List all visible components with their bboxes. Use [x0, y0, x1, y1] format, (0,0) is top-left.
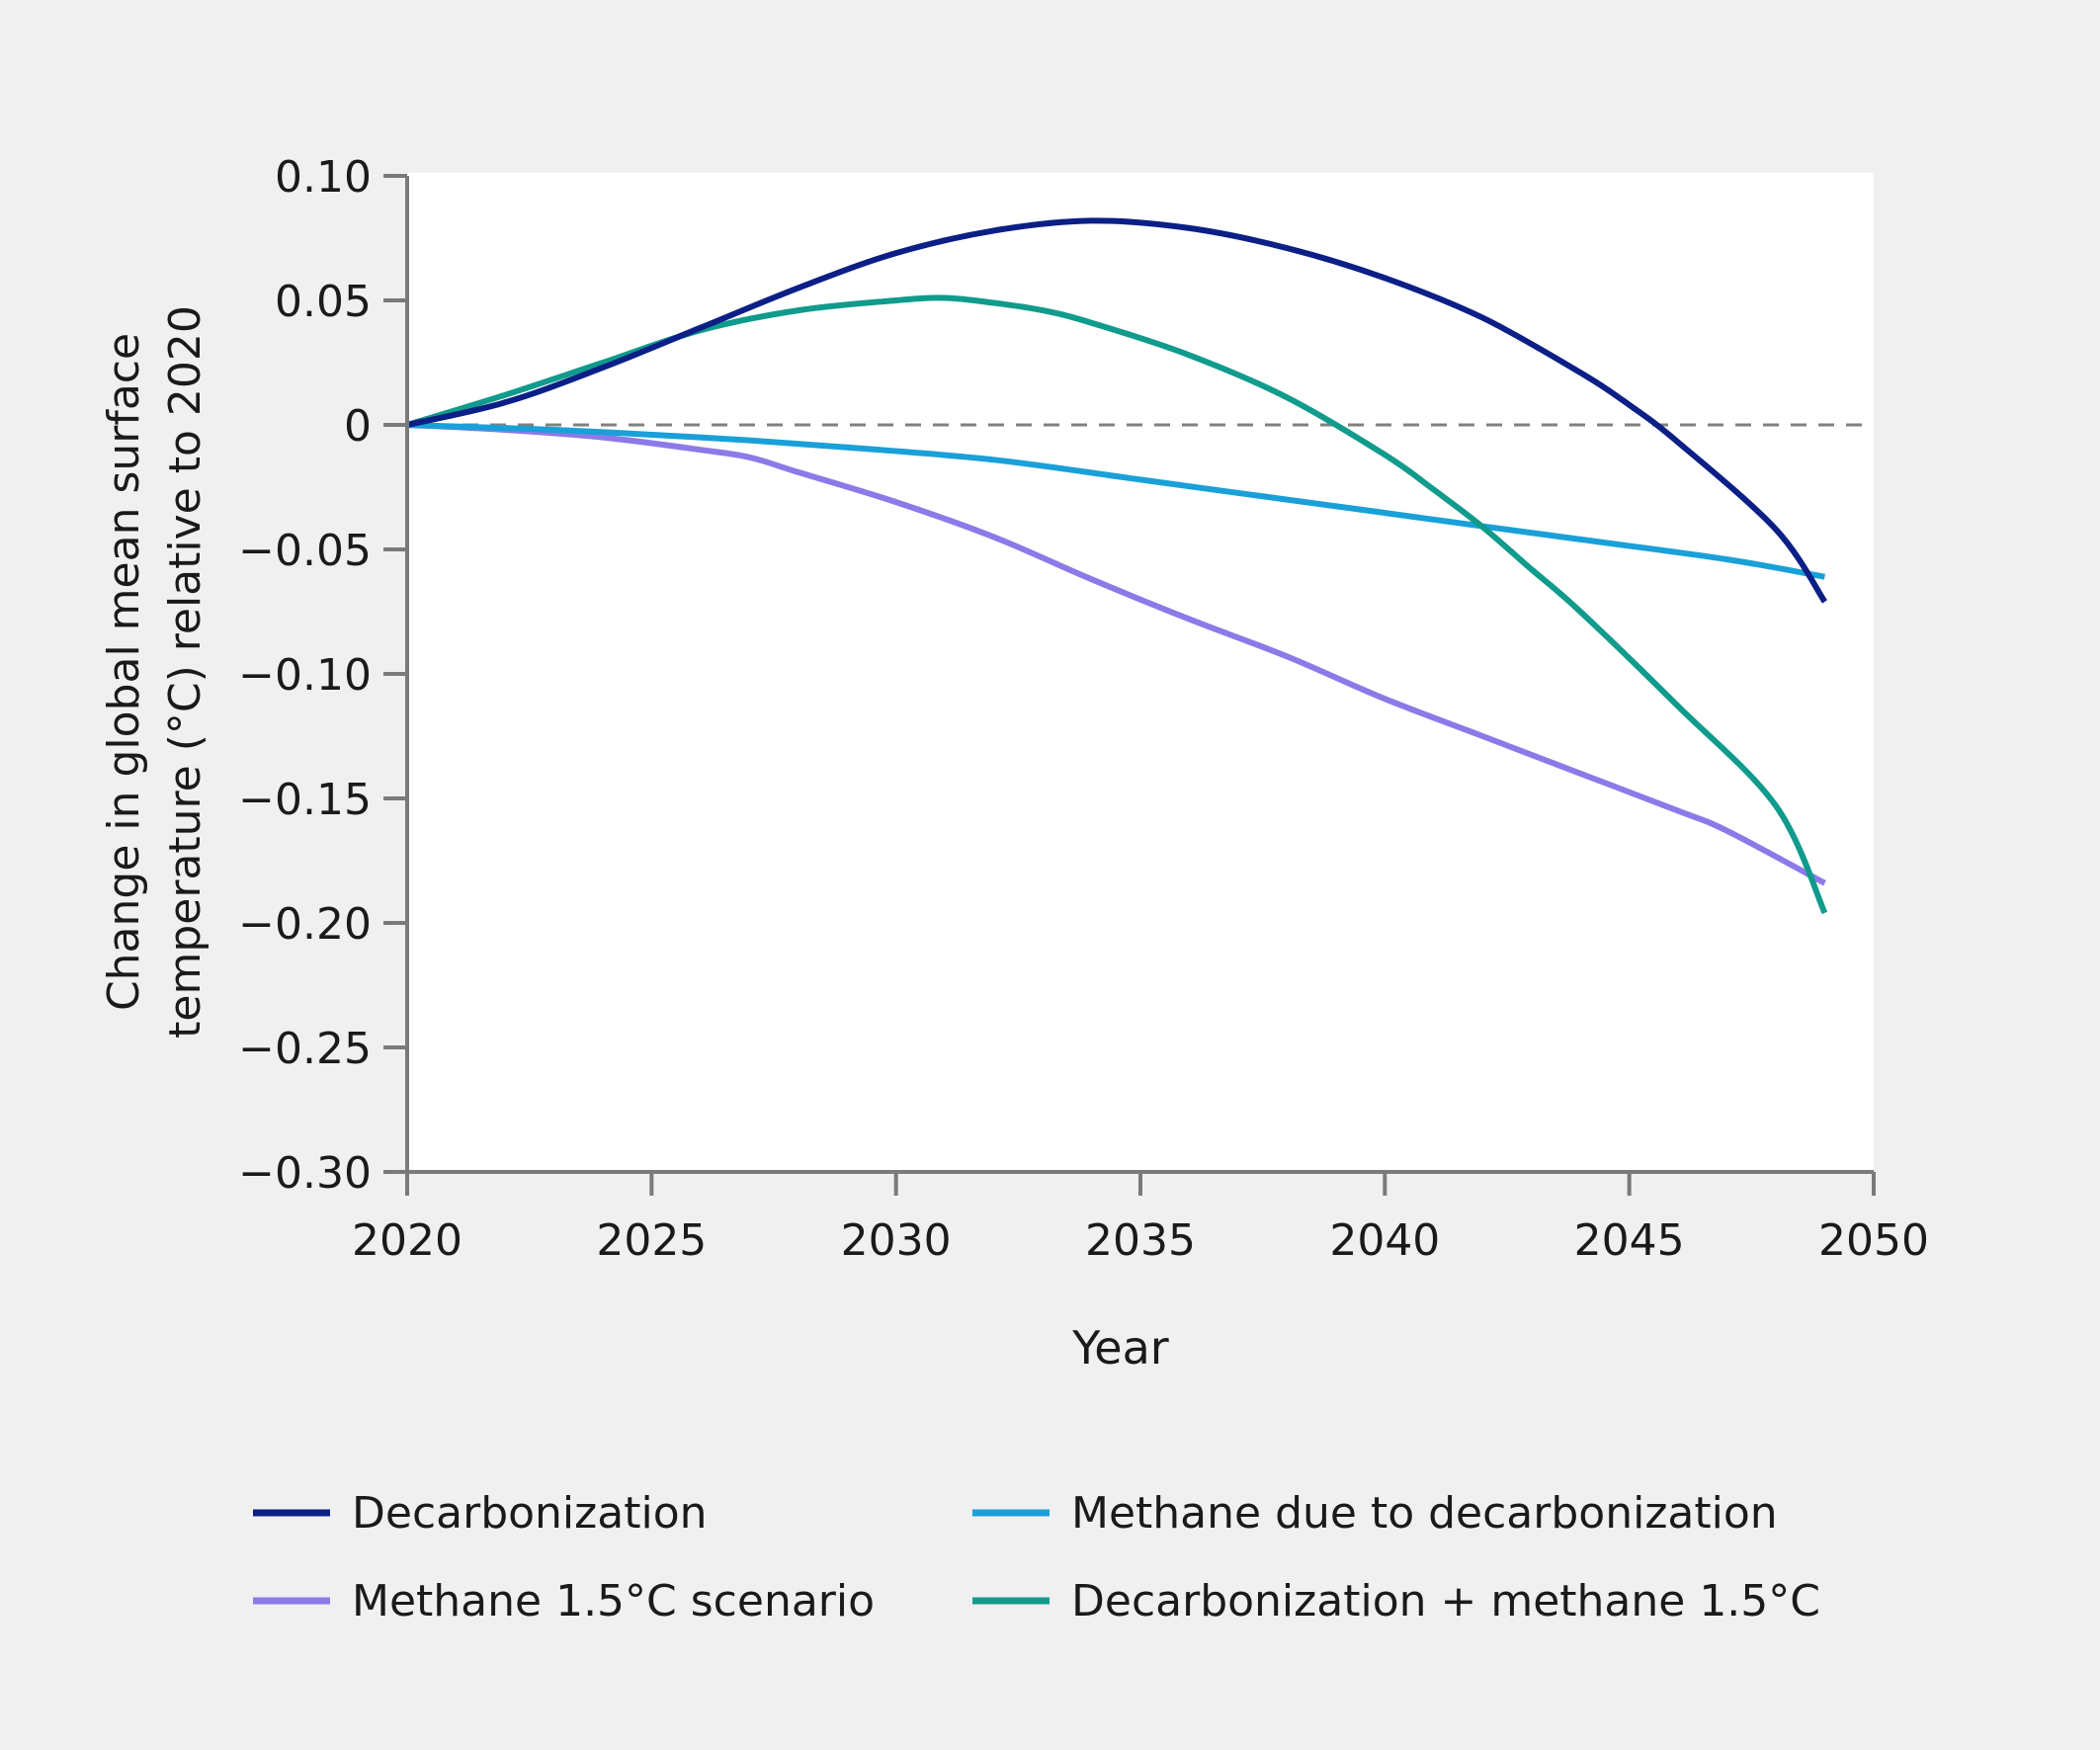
y-tick-label: 0.05: [275, 277, 372, 327]
legend: Decarbonization Methane due to decarboni…: [253, 1488, 1820, 1626]
series-line-methane-1-5-c-scenario: [406, 422, 1826, 886]
x-tick-label: 2050: [1818, 1215, 1929, 1266]
y-axis-label-line-1: Change in global mean surface: [99, 333, 149, 1011]
x-tick-label: 2035: [1085, 1215, 1196, 1266]
y-tick-label: 0: [344, 401, 372, 452]
legend-item-methane-due-to-decarbonization[interactable]: Methane due to decarbonization: [972, 1488, 1778, 1539]
x-tick-label: 2030: [841, 1215, 952, 1266]
y-tick-label: −0.05: [238, 526, 372, 576]
y-axis-label-line-2: temperature (°C) relative to 2020: [160, 305, 210, 1039]
legend-label-decarbonization: Decarbonization: [352, 1488, 708, 1539]
y-tick-label: −0.20: [238, 899, 372, 950]
plot-area: [407, 173, 1874, 1171]
y-tick-label: −0.15: [238, 775, 372, 825]
series-line-decarbonization: [406, 217, 1828, 604]
y-tick-label: 0.10: [275, 152, 372, 203]
x-tick-label: 2025: [596, 1215, 707, 1266]
x-tick-label: 2020: [352, 1215, 462, 1266]
x-tick-label: 2040: [1329, 1215, 1440, 1266]
x-axis-label: Year: [1071, 1321, 1168, 1375]
legend-label-methane-due-to-decarbonization: Methane due to decarbonization: [1071, 1488, 1778, 1539]
legend-item-methane-1-5c-scenario[interactable]: Methane 1.5°C scenario: [253, 1576, 875, 1626]
y-tick-label: −0.30: [238, 1148, 372, 1199]
x-tick-label: 2045: [1574, 1215, 1685, 1266]
y-axis-label: Change in global mean surface temperatur…: [99, 305, 210, 1039]
legend-item-decarbonization-plus-methane[interactable]: Decarbonization + methane 1.5°C: [972, 1576, 1820, 1626]
y-tick-label: −0.10: [238, 650, 372, 701]
series-line-methane-due-to-decarbonization: [406, 422, 1826, 580]
legend-item-decarbonization[interactable]: Decarbonization: [253, 1488, 708, 1539]
legend-label-methane-1-5c-scenario: Methane 1.5°C scenario: [352, 1576, 875, 1626]
y-tick-label: −0.25: [238, 1024, 372, 1074]
legend-label-decarbonization-plus-methane: Decarbonization + methane 1.5°C: [1071, 1576, 1820, 1626]
